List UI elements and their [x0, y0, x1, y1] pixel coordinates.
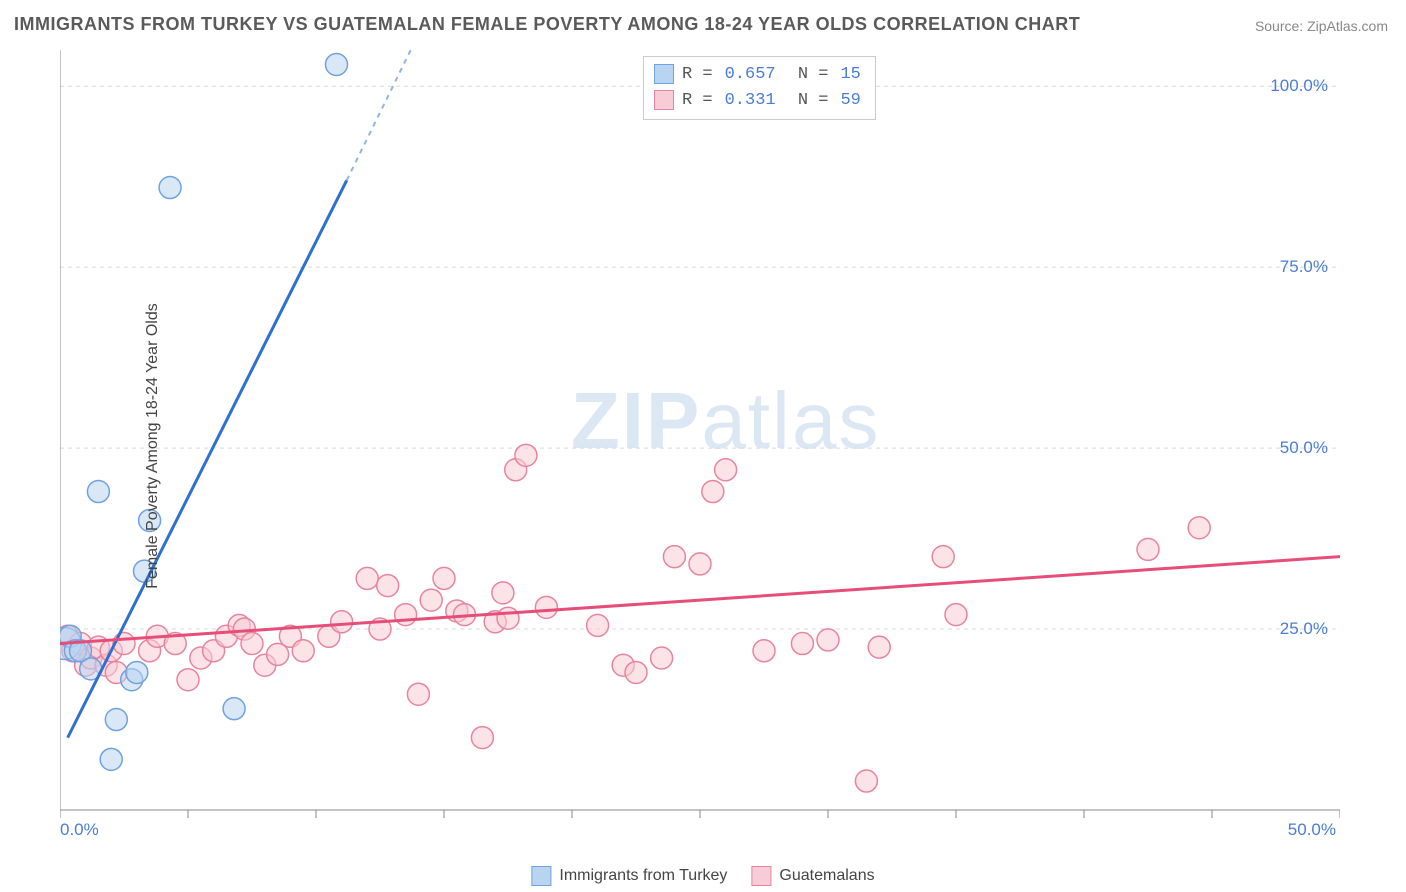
y-tick-label: 75.0% [1280, 257, 1328, 277]
series-legend: Immigrants from Turkey Guatemalans [531, 866, 874, 886]
legend-r-value-1: 0.657 [721, 65, 780, 84]
legend-n-value-2: 59 [836, 91, 864, 110]
chart-title: IMMIGRANTS FROM TURKEY VS GUATEMALAN FEM… [14, 14, 1080, 35]
legend-r-value-2: 0.331 [721, 91, 780, 110]
legend-n-label: N = [788, 65, 829, 84]
y-axis-label: Female Poverty Among 18-24 Year Olds [144, 303, 162, 589]
legend-swatch-blue [654, 64, 674, 84]
y-tick-label: 100.0% [1270, 76, 1328, 96]
legend-swatch-blue [531, 866, 551, 886]
y-tick-label: 50.0% [1280, 438, 1328, 458]
legend-row-series-1: R = 0.657 N = 15 [654, 61, 865, 87]
legend-item-guatemalans: Guatemalans [751, 866, 874, 886]
legend-row-series-2: R = 0.331 N = 59 [654, 87, 865, 113]
legend-n-value-1: 15 [836, 65, 864, 84]
legend-item-turkey: Immigrants from Turkey [531, 866, 727, 886]
legend-r-label: R = [682, 65, 713, 84]
correlation-legend: R = 0.657 N = 15 R = 0.331 N = 59 [643, 56, 876, 120]
plot-area: ZIPatlas 25.0%50.0%75.0%100.0%0.0%50.0% [60, 50, 1340, 840]
legend-label-guatemalans: Guatemalans [779, 867, 874, 885]
scatter-chart [60, 50, 1340, 840]
legend-swatch-pink [751, 866, 771, 886]
legend-n-label: N = [788, 91, 829, 110]
legend-label-turkey: Immigrants from Turkey [559, 867, 727, 885]
legend-r-label: R = [682, 91, 713, 110]
x-tick-label: 0.0% [60, 820, 99, 840]
y-tick-label: 25.0% [1280, 619, 1328, 639]
source-attribution: Source: ZipAtlas.com [1255, 18, 1388, 34]
x-tick-label: 50.0% [1288, 820, 1336, 840]
legend-swatch-pink [654, 90, 674, 110]
